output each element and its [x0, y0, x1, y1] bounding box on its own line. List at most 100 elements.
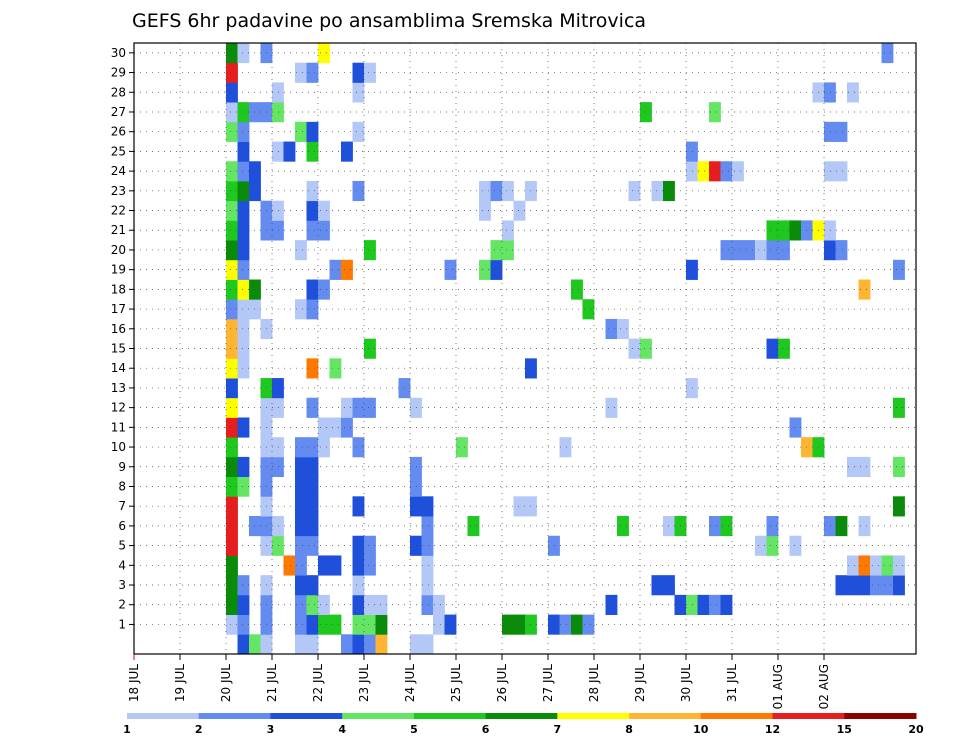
heatmap-cell: [720, 516, 733, 537]
heatmap-cell: [893, 456, 905, 478]
heatmap-cell: [651, 575, 664, 596]
heatmap-cell: [272, 200, 284, 221]
colorbar-label: 2: [195, 723, 203, 736]
heatmap-cell: [755, 535, 767, 556]
heatmap-cell: [226, 614, 238, 635]
colorbar-label: 3: [267, 723, 275, 736]
heatmap-cell: [318, 437, 330, 458]
heatmap-cell: [364, 240, 376, 261]
heatmap-cell: [306, 121, 319, 142]
heatmap-cell: [881, 43, 894, 64]
heatmap-cell: [490, 259, 503, 280]
y-tick-label: 8: [118, 479, 126, 493]
heatmap-cell: [421, 575, 434, 596]
colorbar-swatch: [629, 713, 702, 719]
heatmap-cell: [306, 180, 319, 202]
heatmap-cell: [686, 594, 698, 615]
heatmap-cell: [858, 516, 871, 537]
heatmap-cell: [766, 220, 779, 241]
y-tick-label: 7: [118, 499, 126, 513]
y-tick-label: 21: [111, 223, 126, 237]
heatmap-cell: [410, 496, 422, 517]
heatmap-cell: [709, 102, 721, 123]
y-tick-label: 12: [111, 401, 126, 415]
y-tick-label: 20: [111, 243, 126, 257]
heatmap-cell: [237, 180, 250, 202]
heatmap-cell: [226, 62, 238, 83]
heatmap-cell: [479, 180, 491, 202]
heatmap-cell: [226, 200, 238, 221]
heatmap-cell: [237, 417, 250, 438]
heatmap-cell: [893, 496, 905, 517]
y-axis-ticks: 1234567891011121314151617181920212223242…: [111, 46, 134, 631]
heatmap-cell: [237, 279, 250, 300]
heatmap-cell: [283, 141, 296, 162]
heatmap-cell: [318, 417, 330, 438]
heatmap-cell: [893, 259, 905, 280]
heatmap-cell: [364, 397, 376, 418]
heatmap-cell: [628, 180, 641, 202]
x-tick-label: 28 JUL: [587, 664, 601, 702]
heatmap-cell: [237, 614, 250, 635]
y-tick-label: 30: [111, 46, 126, 60]
heatmap-cell: [226, 535, 238, 556]
heatmap-cell: [226, 378, 238, 399]
heatmap-cell: [295, 575, 307, 596]
heatmap-cell: [502, 220, 514, 241]
heatmap-cell: [858, 279, 871, 300]
heatmap-cell: [260, 634, 273, 655]
heatmap-cell: [893, 555, 905, 576]
heatmap-cell: [306, 220, 319, 241]
heatmap-cell: [352, 121, 365, 142]
heatmap-cell: [237, 43, 250, 64]
heatmap-cell: [237, 259, 250, 280]
x-tick-label: 02 AUG: [817, 664, 831, 709]
heatmap-cell: [858, 456, 871, 478]
heatmap-cell: [272, 378, 284, 399]
heatmap-cell: [686, 378, 698, 399]
heatmap-cell: [226, 338, 238, 359]
heatmap-cell: [375, 594, 388, 615]
heatmap-cell: [226, 516, 238, 537]
heatmap-cell: [226, 496, 238, 517]
heatmap-cell: [237, 634, 250, 655]
x-tick-label: 22 JUL: [311, 664, 325, 702]
heatmap-cell: [306, 141, 319, 162]
heatmap-cell: [226, 476, 238, 497]
heatmap-cell: [306, 535, 319, 556]
heatmap-cell: [237, 102, 250, 123]
heatmap-cell: [318, 279, 330, 300]
heatmap-cell: [364, 614, 376, 635]
x-tick-label: 30 JUL: [679, 664, 693, 702]
colorbar-label: 1: [123, 723, 131, 736]
heatmap-cell: [559, 614, 572, 635]
heatmap-cell: [697, 594, 710, 615]
colorbar-label: 5: [410, 723, 418, 736]
x-tick-label: 25 JUL: [449, 664, 463, 702]
heatmap-cell: [237, 200, 250, 221]
heatmap-cell: [870, 555, 882, 576]
heatmap-cell: [375, 614, 388, 635]
heatmap-cell: [824, 240, 836, 261]
colorbar-swatch: [485, 713, 558, 719]
heatmap-cell: [743, 240, 756, 261]
heatmap-cell: [226, 358, 238, 379]
heatmap-cell: [226, 82, 238, 103]
heatmap-cell: [306, 516, 319, 537]
heatmap-cell: [421, 594, 434, 615]
heatmap-cell: [341, 397, 353, 418]
heatmap-cell: [329, 614, 342, 635]
heatmap-cell: [364, 62, 376, 83]
x-tick-label: 18 JUL: [127, 664, 141, 702]
heatmap-cell: [410, 456, 422, 478]
heatmap-cell: [283, 555, 296, 576]
heatmap-cell: [226, 220, 238, 241]
heatmap-cell: [789, 220, 802, 241]
y-tick-label: 27: [111, 105, 126, 119]
y-tick-label: 19: [111, 263, 126, 277]
heatmap-cell: [766, 338, 779, 359]
heatmap-cell: [709, 161, 721, 182]
heatmap-cell: [226, 43, 238, 64]
heatmap-cell: [571, 614, 583, 635]
heatmap-cell: [720, 240, 733, 261]
